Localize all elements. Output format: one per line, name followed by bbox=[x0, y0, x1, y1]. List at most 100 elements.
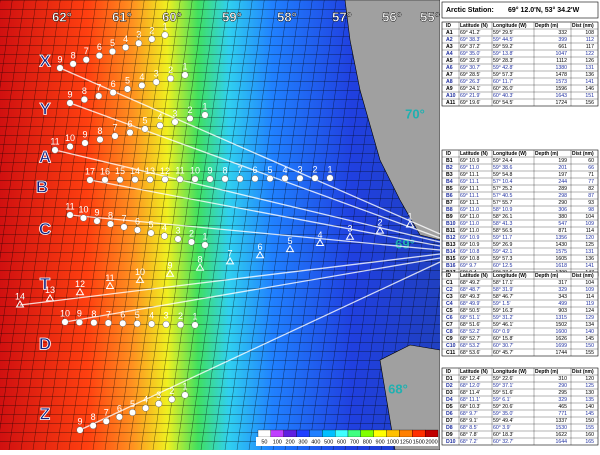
column-header: Depth (m) bbox=[535, 369, 559, 375]
station-marker bbox=[106, 220, 115, 228]
table-cell: 69° 11.1 bbox=[460, 200, 479, 206]
table-cell: 57° 25.2 bbox=[493, 186, 512, 192]
station-marker bbox=[86, 176, 94, 184]
table-cell: 60 bbox=[588, 158, 594, 164]
station-number: 5 bbox=[110, 38, 115, 48]
table-cell: 380 bbox=[558, 214, 567, 220]
table-cell: 59° 11.7 bbox=[493, 235, 512, 241]
table-cell: 68° 12.4' bbox=[460, 376, 480, 382]
transect-line bbox=[69, 214, 441, 251]
column-header: Latitude (N) bbox=[460, 273, 488, 279]
column-header: ID bbox=[446, 369, 451, 375]
colorbar-swatch bbox=[309, 429, 323, 438]
table-cell: 104 bbox=[585, 214, 594, 220]
table-cell: 69° 11.1 bbox=[460, 186, 479, 192]
longitude-label: 58° bbox=[277, 9, 297, 24]
table-cell: 114 bbox=[586, 228, 594, 234]
station-marker bbox=[108, 47, 117, 56]
table-cell: 69° 11.0 bbox=[460, 207, 479, 213]
station-marker bbox=[165, 269, 175, 277]
table-cell: 68° 53.2' bbox=[460, 343, 480, 349]
colorbar-tick: 400 bbox=[311, 439, 320, 445]
station-marker bbox=[142, 404, 150, 412]
station-number: 7 bbox=[104, 408, 109, 418]
table-cell: 59° 57.3' bbox=[493, 72, 513, 78]
station-number: 9 bbox=[167, 261, 172, 271]
table-cell: 59° 35.0' bbox=[493, 411, 513, 417]
table-cell: C6 bbox=[446, 315, 453, 321]
station-marker bbox=[45, 293, 55, 302]
table-cell: 68° 51.6' bbox=[460, 322, 480, 328]
station-number: 2 bbox=[149, 26, 154, 36]
station-marker bbox=[122, 43, 130, 51]
station-number: 6 bbox=[135, 216, 140, 226]
table-cell: 60° 12.5 bbox=[493, 263, 512, 269]
table-cell: 69° 35.0' bbox=[460, 51, 480, 57]
table-cell: 131 bbox=[585, 249, 594, 255]
colorbar-tick: 1000 bbox=[387, 439, 399, 445]
header-title: Arctic Station: bbox=[446, 7, 494, 14]
station-marker bbox=[146, 175, 154, 184]
table-cell: 69° 21.9' bbox=[460, 93, 480, 99]
table-cell: B14 bbox=[446, 249, 456, 255]
table-cell: 332 bbox=[558, 30, 567, 36]
station-marker bbox=[345, 232, 355, 240]
table-cell: D10 bbox=[446, 439, 456, 445]
table-cell: 60° 30.7' bbox=[493, 343, 513, 349]
table-cell: 66 bbox=[588, 165, 594, 171]
table-cell: B8 bbox=[446, 207, 453, 213]
transect-line bbox=[69, 102, 441, 239]
station-marker bbox=[15, 300, 25, 308]
table-cell: 119 bbox=[586, 301, 594, 307]
latitude-label: 70° bbox=[405, 106, 425, 121]
table-cell: 68° 10.3' bbox=[460, 404, 480, 410]
header-bg bbox=[441, 1, 599, 19]
station-number: 13 bbox=[145, 166, 155, 176]
table-cell: 59° 29.5' bbox=[493, 30, 513, 36]
column-header: ID bbox=[446, 273, 451, 279]
station-marker bbox=[315, 238, 325, 246]
table-cell: 59° 42.8' bbox=[493, 65, 513, 71]
table-cell: C7 bbox=[446, 322, 453, 328]
table-cell: 59° 1.5' bbox=[493, 301, 511, 307]
table-cell: 1600 bbox=[555, 329, 567, 335]
table-cell: 1618 bbox=[555, 263, 567, 269]
table-cell: 69° 11.1 bbox=[460, 172, 479, 178]
station-marker bbox=[141, 125, 149, 133]
station-marker bbox=[147, 229, 155, 237]
station-number: 1 bbox=[407, 211, 412, 221]
station-number: 2 bbox=[178, 311, 183, 321]
table-cell: A7 bbox=[446, 72, 453, 78]
table-cell: 69° 11.0 bbox=[460, 165, 479, 171]
station-marker bbox=[80, 95, 88, 104]
station-number: 6 bbox=[111, 79, 116, 89]
transect-line bbox=[89, 179, 441, 247]
table-cell: 60° 0.9' bbox=[493, 329, 511, 335]
station-marker bbox=[101, 176, 109, 184]
table-cell: 1112 bbox=[556, 58, 567, 64]
table-cell: 82 bbox=[588, 186, 594, 192]
table-cell: 69° 38.3' bbox=[460, 37, 480, 43]
station-number: 4 bbox=[123, 34, 128, 44]
table-cell: 60° 32.7' bbox=[493, 439, 513, 445]
station-number: 5 bbox=[267, 165, 272, 175]
table-cell: B1 bbox=[446, 158, 453, 164]
table-cell: D7 bbox=[446, 418, 453, 424]
table-cell: 68° 8.5' bbox=[460, 425, 478, 431]
station-number: 5 bbox=[135, 310, 140, 320]
station-number: 17 bbox=[85, 166, 95, 176]
table-cell: 129 bbox=[585, 315, 594, 321]
table-cell: 69° 10.9 bbox=[460, 158, 479, 164]
column-header: ID bbox=[446, 23, 451, 29]
station-number: 8 bbox=[91, 412, 96, 422]
table-cell: 68° 48.7' bbox=[460, 287, 480, 293]
station-marker bbox=[76, 426, 84, 434]
station-number: 4 bbox=[149, 310, 154, 320]
transect-line bbox=[64, 257, 441, 323]
transect-letter: B bbox=[36, 177, 48, 196]
colorbar-tick: 300 bbox=[298, 439, 307, 445]
table-cell: B2 bbox=[446, 165, 453, 171]
colorbar-swatch bbox=[373, 429, 387, 438]
table-cell: 150 bbox=[585, 343, 594, 349]
station-number: 1 bbox=[202, 231, 207, 241]
